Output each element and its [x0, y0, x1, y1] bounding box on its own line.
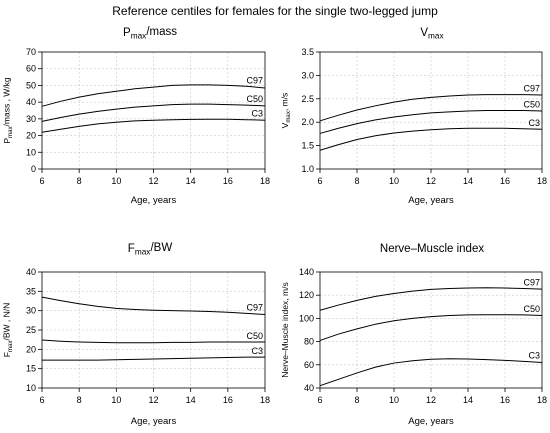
y-tick-label: 2.0	[301, 117, 314, 127]
y-axis-label: Fmax/BW , N/N	[1, 303, 14, 358]
y-tick-label: 40	[26, 97, 36, 107]
y-tick-label: 3.5	[301, 47, 314, 57]
x-tick-label: 10	[111, 176, 121, 186]
panel-nerve-muscle: 6 8 10 12 14 16 18 40 60 80 100 120 140 Nerve–Muscle …	[280, 243, 547, 427]
y-tick-label: 3.0	[301, 70, 314, 80]
curve-c50	[319, 110, 543, 134]
x-axis-label: Age, years	[131, 416, 177, 427]
x-tick-label: 10	[389, 176, 399, 186]
y-tick-label: 30	[26, 114, 36, 124]
curve-c3	[319, 358, 543, 387]
figure-title: Reference centiles for females for the s…	[112, 4, 438, 18]
x-tick-label: 18	[260, 395, 270, 405]
curve-label-c97: C97	[246, 302, 263, 312]
y-tick-label: 1.5	[301, 141, 314, 151]
x-tick-label: 16	[500, 395, 510, 405]
curve-label-c3: C3	[528, 118, 540, 128]
curve-label-c50: C50	[523, 304, 540, 314]
y-axis-label: Vmax, m/s	[279, 93, 292, 129]
panel-power: 6 8 10 12 14 16 18 0 10 20 30 40 50 60 70 Pmax/mass Age,…	[1, 26, 270, 206]
y-axis-label: Nerve–Muscle index, m/s	[280, 282, 290, 377]
curve-c50	[41, 103, 266, 122]
curve-c50	[41, 339, 265, 344]
x-axis-label: Age, years	[408, 195, 454, 206]
y-tick-label: 20	[26, 344, 36, 354]
panel-title: Vmax	[420, 27, 444, 40]
curve-c3	[41, 118, 266, 133]
curve-label-c50: C50	[246, 94, 263, 104]
curve-c97	[41, 84, 266, 107]
x-tick-label: 16	[223, 176, 233, 186]
y-tick-label: 10	[26, 147, 36, 157]
x-axis-label: Age, years	[131, 195, 177, 206]
x-tick-label: 6	[317, 395, 322, 405]
panel-velocity: 6 8 10 12 14 16 18 1.0 1.5 2.0 2.5 3.0 3.5 Vmax Age, y…	[279, 27, 547, 206]
y-tick-label: 10	[26, 383, 36, 393]
x-tick-label: 16	[500, 176, 510, 186]
panel-force: 6 8 10 12 14 16 18 10 15 20 25 30 35 40 Fmax/BW Age, ye…	[1, 242, 270, 427]
y-tick-label: 80	[304, 337, 314, 347]
y-tick-label: 120	[299, 290, 314, 300]
x-tick-label: 8	[354, 395, 359, 405]
x-tick-label: 14	[463, 395, 473, 405]
x-tick-label: 18	[260, 176, 270, 186]
y-tick-label: 140	[299, 267, 314, 277]
y-tick-label: 25	[26, 325, 36, 335]
curve-c97	[41, 296, 266, 316]
y-axis-label: Pmax/mass , W/kg	[1, 77, 14, 144]
curve-label-c3: C3	[251, 346, 263, 356]
x-tick-label: 14	[186, 176, 196, 186]
y-tick-label: 2.5	[301, 94, 314, 104]
x-tick-label: 10	[389, 395, 399, 405]
x-axis-label: Age, years	[408, 416, 454, 427]
curve-label-c50: C50	[246, 331, 263, 341]
x-tick-label: 8	[354, 176, 359, 186]
curve-c3	[42, 356, 265, 361]
y-tick-label: 60	[26, 64, 36, 74]
x-tick-label: 18	[537, 395, 547, 405]
y-tick-label: 60	[304, 360, 314, 370]
panel-title: Fmax/BW	[128, 242, 173, 256]
curve-label-c97: C97	[523, 277, 540, 287]
y-tick-label: 40	[26, 267, 36, 277]
curve-label-c3: C3	[528, 350, 540, 360]
x-tick-label: 12	[148, 395, 158, 405]
x-tick-label: 16	[223, 395, 233, 405]
curve-c3	[319, 127, 543, 151]
x-tick-label: 14	[186, 395, 196, 405]
curve-c97	[319, 94, 543, 122]
curve-label-c97: C97	[246, 75, 263, 85]
curve-label-c50: C50	[523, 100, 540, 110]
curve-label-c3: C3	[251, 109, 263, 119]
curve-c97	[319, 287, 543, 311]
x-tick-label: 12	[426, 176, 436, 186]
curve-c50	[319, 314, 543, 341]
y-tick-label: 15	[26, 364, 36, 374]
y-tick-label: 20	[26, 131, 36, 141]
y-tick-label: 0	[31, 164, 36, 174]
y-tick-label: 100	[299, 313, 314, 323]
panel-title: Pmax/mass	[123, 26, 177, 40]
x-tick-label: 6	[317, 176, 322, 186]
y-tick-label: 1.0	[301, 164, 314, 174]
y-tick-label: 30	[26, 306, 36, 316]
y-tick-label: 35	[26, 286, 36, 296]
x-tick-label: 12	[148, 176, 158, 186]
y-tick-label: 40	[304, 383, 314, 393]
curve-label-c97: C97	[523, 84, 540, 94]
y-tick-label: 50	[26, 80, 36, 90]
x-tick-label: 6	[39, 176, 44, 186]
x-tick-label: 12	[426, 395, 436, 405]
x-tick-label: 6	[39, 395, 44, 405]
panel-title: Nerve–Muscle index	[380, 243, 484, 255]
x-tick-label: 14	[463, 176, 473, 186]
x-tick-label: 10	[111, 395, 121, 405]
x-tick-label: 8	[77, 395, 82, 405]
x-tick-label: 8	[77, 176, 82, 186]
x-tick-label: 18	[537, 176, 547, 186]
y-tick-label: 70	[26, 47, 36, 57]
